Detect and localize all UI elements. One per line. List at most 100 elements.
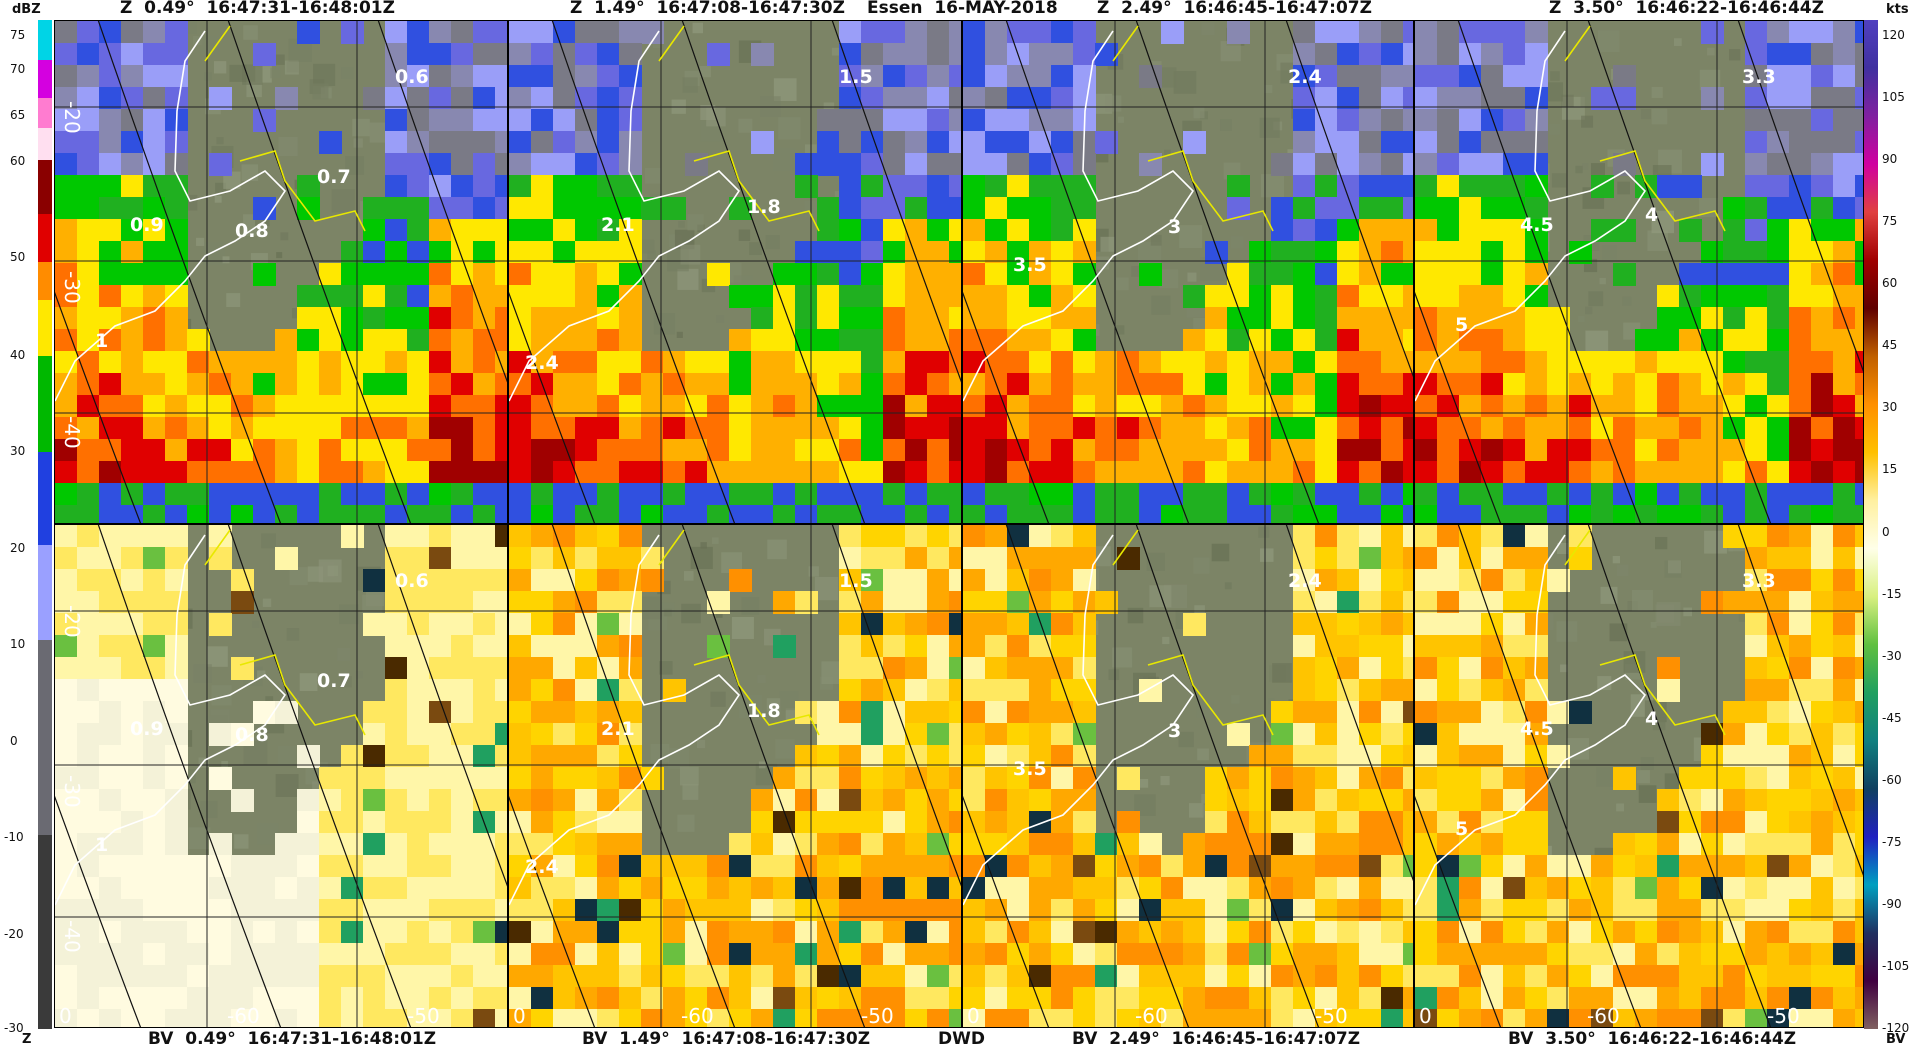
radar-bin [319,789,342,812]
map-texture [1575,165,1583,174]
radar-bin [905,65,928,88]
radar-bin [1657,461,1680,484]
radar-bin [795,439,818,462]
map-texture [241,164,259,181]
radar-bin [641,373,664,396]
map-texture [700,542,707,549]
radar-bin [795,373,818,396]
radar-bin [905,21,928,44]
radar-bin [1789,657,1812,680]
radar-bin [795,461,818,484]
radar-bin [1855,921,1863,944]
radar-bin [1359,65,1382,88]
radar-bin [1227,21,1250,44]
radar-bin [1161,373,1184,396]
radar-bin [1073,417,1096,440]
radar-bin [531,263,554,286]
radar-bin [121,461,144,484]
radar-bin [905,307,928,330]
radar-bin [1767,43,1790,66]
radar-bin [1315,591,1338,614]
radar-bin [187,461,210,484]
radar-bin [1745,87,1768,110]
radar-bin [1337,547,1360,570]
map-texture [216,137,224,145]
radar-bin [1073,285,1096,308]
radar-bin [143,87,166,110]
radar-bin [275,329,298,352]
radar-bin [773,921,796,944]
radar-bin [1227,351,1250,374]
radar-bin [1855,899,1863,922]
radar-bin [1029,351,1052,374]
radar-bin [861,175,884,198]
radar-bin [795,329,818,352]
radar-bin [429,987,452,1010]
radar-bin [619,219,642,242]
radar-bin [1789,219,1812,242]
map-texture [767,539,787,560]
radar-bin [143,43,166,66]
radar-bin [1767,943,1790,966]
radar-bin [1051,877,1074,900]
radar-bin [1415,921,1438,944]
radar-bin [1767,21,1790,44]
map-texture [1108,669,1120,681]
radar-bin [77,833,100,856]
radar-bin [55,789,78,812]
radar-bin [1293,329,1316,352]
radar-bin [1051,855,1074,878]
radar-bin [1415,767,1438,790]
radar-bin [1525,679,1548,702]
radar-bin [817,219,840,242]
radar-bin [121,943,144,966]
radar-bin [949,153,961,176]
radar-bin [1139,965,1162,988]
radar-bin [77,591,100,614]
radar-bin [597,569,620,592]
radar-bin [1503,329,1526,352]
range-ring [1005,525,1190,1027]
beam-height-label: 0.9 [130,718,164,740]
radar-bin [1249,307,1272,330]
radar-bin [1183,285,1206,308]
radar-bin [99,877,122,900]
radar-bin [817,767,840,790]
radar-bin [319,921,342,944]
radar-bin [1437,525,1460,548]
radar-bin [55,943,78,966]
radar-bin [1811,439,1834,462]
radar-bin [1293,285,1316,308]
radar-bin [1007,701,1030,724]
radar-bin [1051,351,1074,374]
radar-bin [451,877,474,900]
radar-bin [1271,483,1294,506]
radar-bin [1205,811,1228,834]
radar-bin [575,219,598,242]
radar-bin [1547,987,1570,1010]
radar-bin [1337,373,1360,396]
radar-bin [121,745,144,768]
radar-bin [949,219,961,242]
radar-bin [597,635,620,658]
map-texture [1173,71,1197,94]
radar-bin [619,1009,642,1027]
radar-bin [1073,197,1096,220]
radar-bin [1403,21,1413,44]
radar-bin [575,197,598,220]
radar-bin [1833,439,1856,462]
radar-bin [495,745,507,768]
radar-bin [1051,241,1074,264]
map-texture [681,603,701,624]
radar-bin [1337,899,1360,922]
radar-bin [949,613,961,636]
radar-bin [1183,855,1206,878]
radar-bin [1007,263,1030,286]
radar-bin [1381,547,1404,570]
radar-bin [1337,153,1360,176]
radar-bin [1205,439,1228,462]
radar-bin [385,395,408,418]
radar-bin [685,921,708,944]
radar-bin [641,569,664,592]
radar-bin [1315,547,1338,570]
